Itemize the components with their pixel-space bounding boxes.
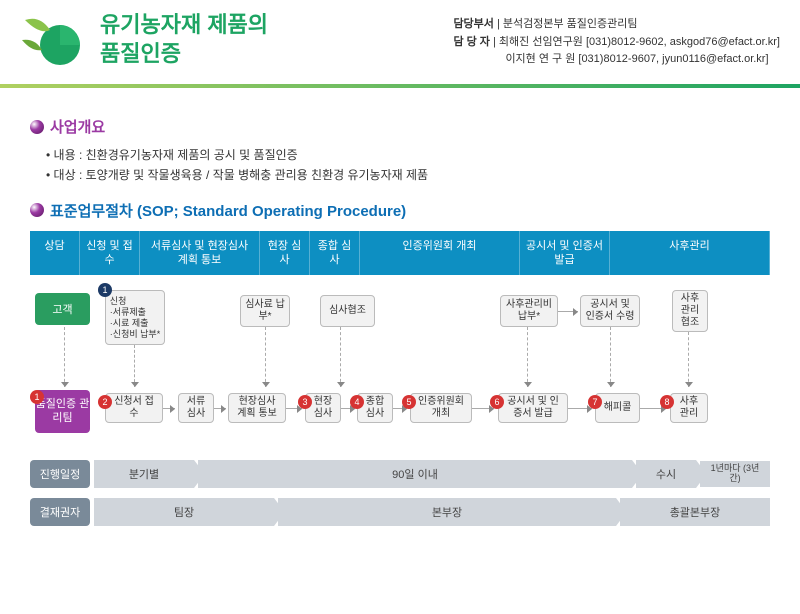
contact-label: 담 당 자 <box>453 36 489 48</box>
arrow <box>64 327 65 387</box>
dept-label: 담당부서 <box>453 18 493 30</box>
schedule-row: 진행일정 분기별 90일 이내 수시 1년마다 (3년간) <box>30 460 770 488</box>
arrow <box>340 327 341 387</box>
col-head: 인증위원회 개최 <box>360 231 520 276</box>
schedule-seg: 1년마다 (3년간) <box>700 461 770 487</box>
col-head: 신청 및 접수 <box>80 231 140 276</box>
overview-heading: 사업개요 <box>30 116 770 137</box>
schedule-seg: 분기별 <box>94 460 194 488</box>
arrow <box>640 408 666 409</box>
overview-item: 내용 : 친환경유기농자재 제품의 공시 및 품질인증 <box>46 145 770 165</box>
schedule-label: 진행일정 <box>30 460 90 488</box>
flow-area: 고객 품질인증 관리팀 1 1 2 3 4 5 6 7 8 신청 ·서류제출 ·… <box>30 275 770 450</box>
col-head: 상담 <box>30 231 80 276</box>
node-after: 사후 관리 <box>670 393 708 423</box>
col-head: 서류심사 및 현장심사 계획 통보 <box>140 231 260 276</box>
bullet-icon <box>30 120 44 134</box>
arrow <box>286 408 302 409</box>
arrow <box>527 327 528 387</box>
approver-seg: 본부장 <box>278 498 616 526</box>
logo-icon <box>20 10 90 70</box>
col-head: 공시서 및 인증서 발급 <box>520 231 610 276</box>
node-after-coop: 사후 관리 협조 <box>672 290 708 332</box>
node-call: 해피콜 <box>595 393 640 423</box>
arrow <box>568 408 592 409</box>
arrow <box>688 332 689 387</box>
node-fee: 심사료 납부* <box>240 295 290 327</box>
sop-diagram: 상담 신청 및 접수 서류심사 및 현장심사 계획 통보 현장 심사 종합 심사… <box>30 231 770 527</box>
lane-customer: 고객 <box>35 293 90 325</box>
sop-heading: 표준업무절차 (SOP; Standard Operating Procedur… <box>30 200 770 221</box>
node-receive-cert: 공시서 및 인증서 수령 <box>580 295 640 327</box>
approver-label: 결재권자 <box>30 498 90 526</box>
col-head: 종합 심사 <box>310 231 360 276</box>
node-committee: 인증위원회 개최 <box>410 393 472 423</box>
node-docreview: 서류 심사 <box>178 393 214 423</box>
title-line2: 품질인증 <box>100 41 181 66</box>
arrow <box>558 311 578 312</box>
arrow <box>341 408 355 409</box>
node-issue: 공시서 및 인증서 발급 <box>498 393 568 423</box>
arrow <box>610 327 611 387</box>
title-line1: 유기농자재 제품의 <box>100 12 268 37</box>
contact1: 최해진 선임연구원 [031)8012-9602, askgod76@efact… <box>499 36 780 48</box>
node-plan: 현장심사 계획 통보 <box>228 393 286 423</box>
arrow <box>163 408 175 409</box>
node-accept: 신청서 접수 <box>105 393 163 423</box>
arrow <box>214 408 226 409</box>
contact2: 이지현 연 구 원 [031)8012-9607, jyun0116@efact… <box>505 53 768 65</box>
bullet-icon <box>30 203 44 217</box>
page-header: 유기농자재 제품의 품질인증 담당부서 | 분석검정본부 품질인증관리팀 담 당… <box>0 0 800 80</box>
dept-value: 분석검정본부 품질인증관리팀 <box>503 18 638 30</box>
arrow <box>134 345 135 387</box>
node-coop: 심사협조 <box>320 295 375 327</box>
approver-seg: 총괄본부장 <box>620 498 770 526</box>
schedule-seg: 수시 <box>636 460 696 488</box>
col-head: 현장 심사 <box>260 231 310 276</box>
approver-row: 결재권자 팀장 본부장 총괄본부장 <box>30 498 770 526</box>
node-apply: 신청 ·서류제출 ·시료 제출 ·신청비 납부* <box>105 290 165 345</box>
node-aftercare-fee: 사후관리비 납부* <box>500 295 558 327</box>
sop-column-headers: 상담 신청 및 접수 서류심사 및 현장심사 계획 통보 현장 심사 종합 심사… <box>30 231 770 276</box>
arrow <box>472 408 494 409</box>
overview-item: 대상 : 토양개량 및 작물생육용 / 작물 병해충 관리용 친환경 유기농자재… <box>46 165 770 185</box>
contact-meta: 담당부서 | 분석검정본부 품질인증관리팀 담 당 자 | 최해진 선임연구원 … <box>453 16 780 69</box>
col-head: 사후관리 <box>610 231 770 276</box>
sop-title: 표준업무절차 (SOP; Standard Operating Procedur… <box>50 200 406 221</box>
schedule-seg: 90일 이내 <box>198 460 632 488</box>
approver-seg: 팀장 <box>94 498 274 526</box>
page-title: 유기농자재 제품의 품질인증 <box>100 11 268 68</box>
arrow <box>393 408 407 409</box>
overview-title: 사업개요 <box>50 116 105 137</box>
arrow <box>265 327 266 387</box>
overview-list: 내용 : 친환경유기농자재 제품의 공시 및 품질인증 대상 : 토양개량 및 … <box>46 145 770 186</box>
